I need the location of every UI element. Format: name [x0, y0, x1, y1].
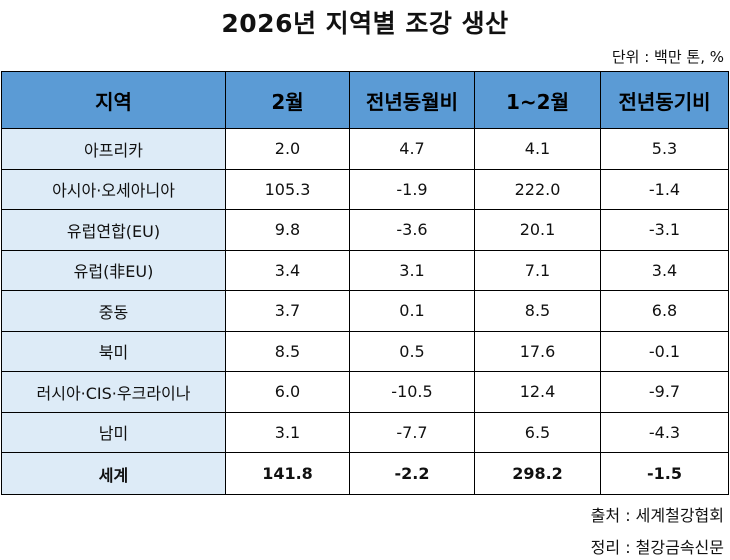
total-yoy-month-value: -2.2: [349, 452, 475, 495]
total-label: 세계: [1, 452, 226, 495]
feb-value: 3.7: [225, 290, 350, 332]
unit-note: 단위 : 백만 톤, %: [611, 48, 724, 66]
region-cell: 유럽연합(EU): [1, 209, 226, 251]
region-cell: 유럽(非EU): [1, 249, 226, 291]
table-row: 아시아·오세아니아 105.3 -1.9 222.0 -1.4: [1, 168, 729, 210]
region-cell: 중동: [1, 290, 226, 332]
yoy-month-value: 0.1: [349, 290, 475, 332]
header-row: 지역 2월 전년동월비 1~2월 전년동기비: [1, 71, 729, 129]
region-cell: 러시아·CIS·우크라이나: [1, 371, 226, 413]
feb-value: 3.1: [225, 411, 350, 453]
yoy-period-value: -9.7: [600, 371, 729, 413]
header-feb: 2월: [225, 71, 350, 129]
yoy-period-value: -1.4: [600, 168, 729, 210]
total-feb-value: 141.8: [225, 452, 350, 495]
yoy-month-value: -7.7: [349, 411, 475, 453]
total-jan-feb-value: 298.2: [474, 452, 601, 495]
header-jan-feb: 1~2월: [474, 71, 601, 129]
region-cell: 남미: [1, 411, 226, 453]
yoy-period-value: -0.1: [600, 330, 729, 372]
feb-value: 3.4: [225, 249, 350, 291]
yoy-month-value: -1.9: [349, 168, 475, 210]
table-row: 유럽(非EU) 3.4 3.1 7.1 3.4: [1, 249, 729, 291]
table-row: 러시아·CIS·우크라이나 6.0 -10.5 12.4 -9.7: [1, 371, 729, 413]
yoy-month-value: 0.5: [349, 330, 475, 372]
yoy-period-value: -4.3: [600, 411, 729, 453]
feb-value: 2.0: [225, 128, 350, 170]
feb-value: 8.5: [225, 330, 350, 372]
region-cell: 아프리카: [1, 128, 226, 170]
header-yoy-month: 전년동월비: [349, 71, 475, 129]
yoy-period-value: 5.3: [600, 128, 729, 170]
header-region: 지역: [1, 71, 226, 129]
feb-value: 9.8: [225, 209, 350, 251]
table-row: 유럽연합(EU) 9.8 -3.6 20.1 -3.1: [1, 209, 729, 251]
table-row: 아프리카 2.0 4.7 4.1 5.3: [1, 128, 729, 170]
jan-feb-value: 222.0: [474, 168, 601, 210]
jan-feb-value: 12.4: [474, 371, 601, 413]
header-yoy-period: 전년동기비: [600, 71, 729, 129]
jan-feb-value: 8.5: [474, 290, 601, 332]
yoy-period-value: 3.4: [600, 249, 729, 291]
yoy-month-value: 3.1: [349, 249, 475, 291]
yoy-month-value: -3.6: [349, 209, 475, 251]
jan-feb-value: 4.1: [474, 128, 601, 170]
jan-feb-value: 17.6: [474, 330, 601, 372]
editor-note: 정리 : 철강금속신문: [590, 538, 724, 557]
yoy-period-value: -3.1: [600, 209, 729, 251]
total-yoy-period-value: -1.5: [600, 452, 729, 495]
total-row: 세계 141.8 -2.2 298.2 -1.5: [1, 452, 729, 495]
source-note: 출처 : 세계철강협회: [590, 506, 724, 525]
jan-feb-value: 20.1: [474, 209, 601, 251]
feb-value: 6.0: [225, 371, 350, 413]
jan-feb-value: 7.1: [474, 249, 601, 291]
yoy-month-value: -10.5: [349, 371, 475, 413]
yoy-month-value: 4.7: [349, 128, 475, 170]
table-row: 북미 8.5 0.5 17.6 -0.1: [1, 330, 729, 372]
production-table: 지역 2월 전년동월비 1~2월 전년동기비 아프리카 2.0 4.7 4.1 …: [1, 71, 729, 495]
table-row: 중동 3.7 0.1 8.5 6.8: [1, 290, 729, 332]
feb-value: 105.3: [225, 168, 350, 210]
region-cell: 북미: [1, 330, 226, 372]
yoy-period-value: 6.8: [600, 290, 729, 332]
table-row: 남미 3.1 -7.7 6.5 -4.3: [1, 411, 729, 453]
region-cell: 아시아·오세아니아: [1, 168, 226, 210]
jan-feb-value: 6.5: [474, 411, 601, 453]
page-title: 2026년 지역별 조강 생산: [221, 9, 509, 38]
